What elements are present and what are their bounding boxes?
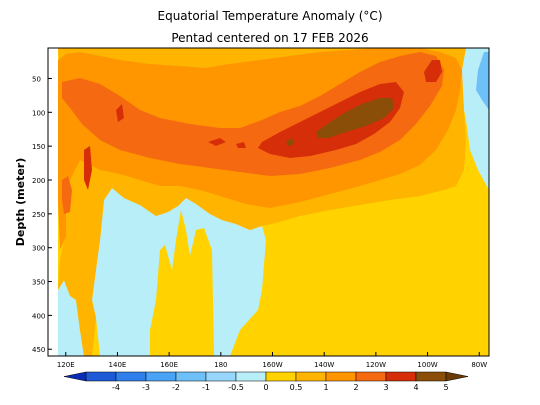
x-tick-label: 80W xyxy=(471,361,487,369)
x-tick-label: 140W xyxy=(314,361,334,369)
x-tick-label: 160E xyxy=(160,361,178,369)
x-tick-label: 100W xyxy=(417,361,437,369)
y-tick-label: 50 xyxy=(32,75,41,83)
colorbar-swatch xyxy=(235,371,267,382)
plot-frame xyxy=(47,47,490,357)
y-tick-label: 400 xyxy=(32,312,45,320)
colorbar-swatch xyxy=(175,371,207,382)
anomaly-field xyxy=(58,48,489,356)
colorbar-high-arrow xyxy=(445,371,469,382)
chart-subtitle: Pentad centered on 17 FEB 2026 xyxy=(171,31,368,45)
colorbar-swatch xyxy=(145,371,177,382)
colorbar-label: 4 xyxy=(413,383,418,392)
y-axis-ticks: 50 100 150 200 250 300 350 400 450 xyxy=(32,75,52,354)
colorbar-label: 2 xyxy=(353,383,358,392)
y-tick-label: 150 xyxy=(32,143,45,151)
x-tick-label: 160W xyxy=(262,361,282,369)
colorbar-label: -3 xyxy=(142,383,150,392)
contour-cold-left-lower xyxy=(58,188,266,356)
y-tick-label: 250 xyxy=(32,211,45,219)
colorbar-swatch xyxy=(85,371,117,382)
y-tick-label: 350 xyxy=(32,279,45,287)
y-tick-label: 300 xyxy=(32,245,45,253)
x-axis-ticks: 120E 140E 160E 180 160W 140W 120W 100W 80W xyxy=(57,352,487,369)
contour-cold-east-core xyxy=(476,52,489,110)
colorbar: -4 -3 -2 -1 -0.5 0 0.5 1 2 3 4 5 xyxy=(63,371,469,392)
x-tick-label: 120E xyxy=(57,361,75,369)
colorbar-swatch xyxy=(265,371,297,382)
colorbar-label: -1 xyxy=(202,383,210,392)
colorbar-swatch xyxy=(385,371,417,382)
colorbar-swatch xyxy=(415,371,447,382)
contour-warm-layer-2 xyxy=(62,52,444,214)
y-axis-label: Depth (meter) xyxy=(14,158,27,247)
colorbar-label: 1 xyxy=(323,383,328,392)
colorbar-label: -0.5 xyxy=(228,383,244,392)
x-tick-label: 180 xyxy=(214,361,227,369)
x-tick-label: 120W xyxy=(366,361,386,369)
colorbar-label: 5 xyxy=(443,383,448,392)
colorbar-label: -4 xyxy=(112,383,120,392)
chart-title: Equatorial Temperature Anomaly (°C) xyxy=(158,9,383,23)
x-tick-label: 140E xyxy=(109,361,127,369)
y-tick-label: 100 xyxy=(32,109,45,117)
colorbar-label: 0.5 xyxy=(290,383,303,392)
colorbar-label: -2 xyxy=(172,383,180,392)
colorbar-swatch xyxy=(295,371,327,382)
colorbar-low-arrow xyxy=(63,371,87,382)
colorbar-swatch xyxy=(205,371,237,382)
colorbar-swatch xyxy=(325,371,357,382)
contour-warm-core-4 xyxy=(286,98,394,146)
colorbar-label: 0 xyxy=(263,383,268,392)
colorbar-label: 3 xyxy=(383,383,388,392)
y-tick-label: 450 xyxy=(32,346,45,354)
colorbar-swatch xyxy=(355,371,387,382)
y-tick-label: 200 xyxy=(32,177,45,185)
contour-warm-core-3 xyxy=(84,60,442,190)
colorbar-swatch xyxy=(115,371,147,382)
